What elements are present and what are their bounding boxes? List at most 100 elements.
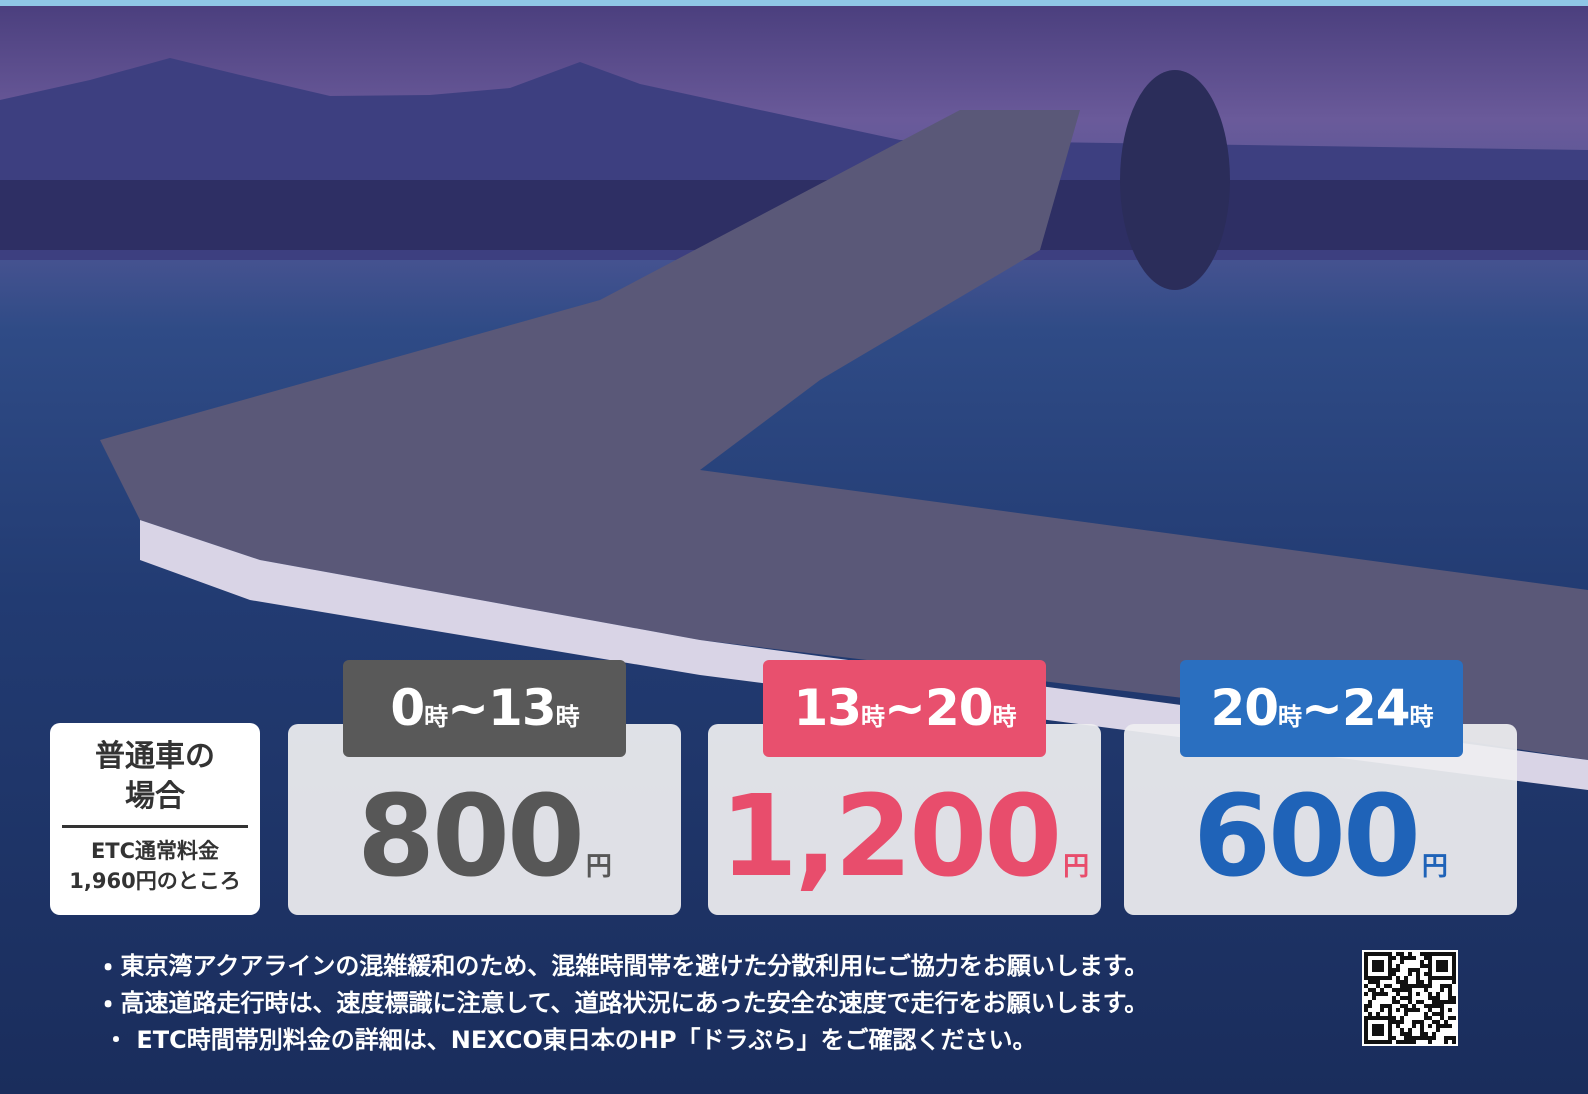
qr-module — [1420, 964, 1424, 968]
qr-module — [1400, 996, 1404, 1000]
qr-module — [1440, 1004, 1444, 1008]
time-end: 24 — [1342, 679, 1410, 737]
qr-module — [1424, 956, 1428, 960]
qr-module — [1368, 1004, 1372, 1008]
qr-module — [1400, 1032, 1404, 1036]
qr-module — [1404, 976, 1408, 980]
qr-module — [1388, 1008, 1392, 1012]
qr-module — [1392, 1020, 1396, 1024]
qr-module — [1412, 984, 1416, 988]
qr-module — [1432, 1036, 1436, 1040]
qr-module — [1396, 1024, 1400, 1028]
qr-module — [1424, 964, 1428, 968]
qr-module — [1372, 992, 1376, 996]
qr-module — [1396, 1008, 1400, 1012]
qr-module — [1368, 988, 1372, 992]
qr-module — [1392, 1016, 1396, 1020]
qr-module — [1380, 992, 1384, 996]
tower — [1120, 70, 1230, 290]
time-tab: 0時~13時 — [343, 660, 626, 757]
qr-module — [1428, 980, 1432, 984]
qr-module — [1384, 992, 1388, 996]
qr-module — [1444, 1020, 1448, 1024]
qr-module — [1412, 1008, 1416, 1012]
qr-module — [1420, 952, 1424, 956]
qr-module — [1452, 996, 1456, 1000]
note: 東京湾アクアラインの混雑緩和のため、混雑時間帯を避けた分散利用にご協力をお願いし… — [104, 948, 1148, 985]
qr-module — [1412, 1036, 1416, 1040]
qr-module — [1416, 972, 1420, 976]
qr-module — [1424, 1036, 1428, 1040]
qr-module — [1424, 972, 1428, 976]
qr-module — [1440, 988, 1444, 992]
qr-module — [1392, 1000, 1396, 1004]
qr-module — [1404, 1036, 1408, 1040]
qr-module — [1396, 976, 1400, 980]
qr-module — [1396, 1020, 1400, 1024]
qr-module — [1392, 996, 1396, 1000]
qr-module — [1448, 1008, 1452, 1012]
qr-module — [1440, 1024, 1444, 1028]
qr-module — [1436, 960, 1448, 972]
qr-module — [1400, 956, 1404, 960]
qr-module — [1440, 1000, 1444, 1004]
time-tilde: ~ — [884, 679, 925, 737]
qr-module — [1436, 1000, 1440, 1004]
time-tilde: ~ — [447, 679, 488, 737]
qr-module — [1408, 972, 1412, 976]
time-start: 13 — [793, 679, 861, 737]
qr-module — [1400, 1004, 1404, 1008]
qr-module — [1372, 980, 1376, 984]
qr-module — [1416, 1036, 1420, 1040]
qr-module — [1416, 1008, 1420, 1012]
qr-module — [1440, 984, 1444, 988]
price: 1,200円 — [708, 772, 1101, 902]
amount: 600 — [1193, 772, 1418, 902]
qr-module — [1400, 1016, 1404, 1020]
qr-module — [1428, 1004, 1432, 1008]
qr-module — [1404, 956, 1408, 960]
label-note: ETC通常料金 — [91, 839, 219, 863]
qr-module — [1368, 980, 1372, 984]
qr-module — [1416, 1020, 1420, 1024]
qr-module — [1432, 1032, 1436, 1036]
qr-module — [1444, 1036, 1448, 1040]
qr-module — [1436, 1012, 1440, 1016]
qr-module — [1448, 984, 1452, 988]
time-hour: 時 — [861, 703, 884, 731]
qr-module — [1368, 1012, 1372, 1016]
qr-module — [1420, 984, 1424, 988]
qr-module — [1424, 952, 1428, 956]
qr-module — [1404, 984, 1408, 988]
qr-module — [1452, 1000, 1456, 1004]
qr-module — [1408, 988, 1412, 992]
qr-module — [1436, 1028, 1440, 1032]
qr-module — [1364, 1004, 1368, 1008]
yen: 円 — [1422, 852, 1448, 882]
qr-module — [1424, 1016, 1428, 1020]
qr-module — [1364, 992, 1368, 996]
qr-module — [1400, 960, 1404, 964]
qr-module — [1404, 1008, 1408, 1012]
qr-module — [1424, 988, 1428, 992]
qr-module — [1436, 992, 1440, 996]
qr-module — [1428, 984, 1432, 988]
qr-module — [1420, 960, 1424, 964]
price: 800円 — [288, 772, 681, 902]
qr-module — [1440, 1016, 1444, 1020]
time-tab: 20時~24時 — [1180, 660, 1463, 757]
qr-module — [1416, 980, 1420, 984]
qr-module — [1408, 1040, 1412, 1044]
qr-module — [1396, 968, 1400, 972]
qr-module — [1396, 1040, 1400, 1044]
qr-module — [1412, 1040, 1416, 1044]
qr-module — [1400, 1028, 1404, 1032]
qr-module — [1420, 980, 1424, 984]
qr-module — [1420, 1020, 1424, 1024]
qr-module — [1396, 952, 1400, 956]
qr-module — [1420, 1036, 1424, 1040]
qr-module — [1380, 1004, 1384, 1008]
qr-module — [1404, 1040, 1408, 1044]
qr-module — [1432, 1000, 1436, 1004]
qr-module — [1432, 1020, 1436, 1024]
